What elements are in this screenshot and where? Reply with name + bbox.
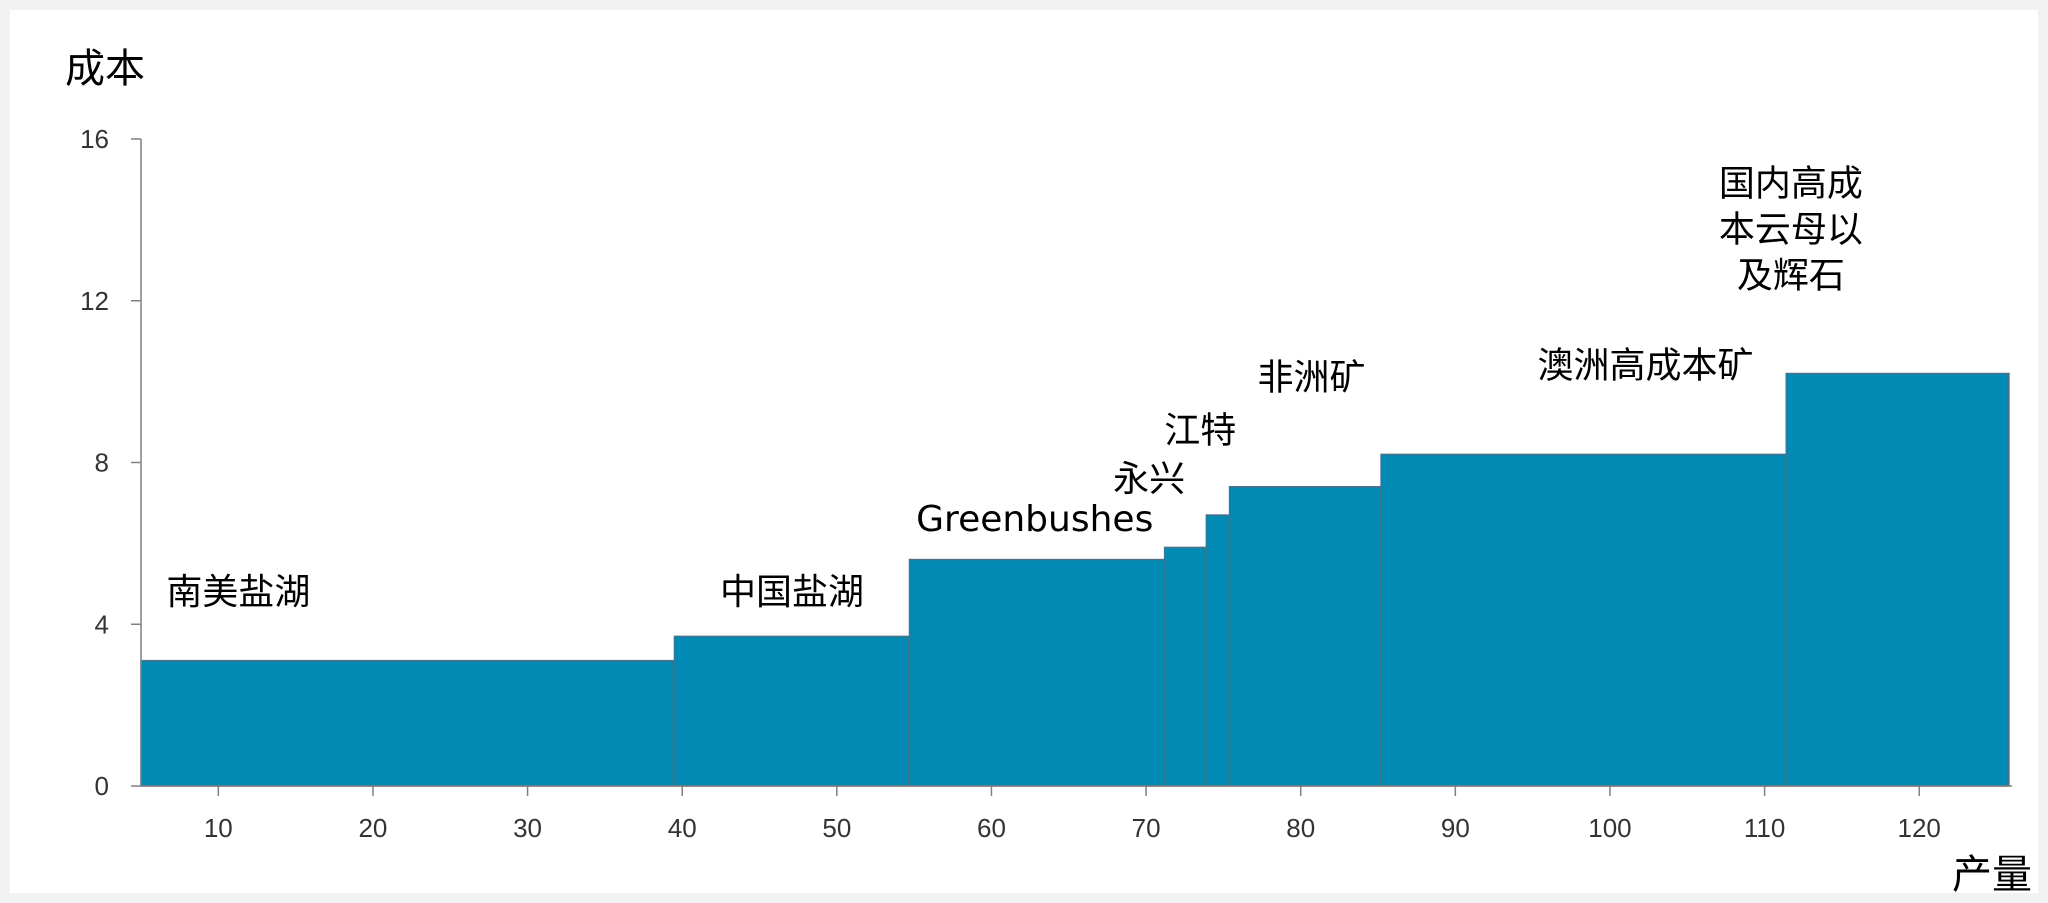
annotation-line: Greenbushes <box>916 499 1153 540</box>
bar-1 <box>140 659 676 787</box>
annotation-label: 江特 <box>1164 410 1236 451</box>
x-tick-label: 100 <box>1588 813 1631 843</box>
x-tick-label: 70 <box>1132 813 1161 843</box>
cost-curve-chart: 0 4 8 12 16 10 20 30 40 50 60 70 80 90 100 110 120 南美盐湖… <box>65 46 2032 893</box>
x-tick-label: 80 <box>1286 813 1315 843</box>
annotation-line: 中国盐湖 <box>720 572 864 613</box>
x-tick-label: 60 <box>977 813 1006 843</box>
annotation-line: 澳洲高成本矿 <box>1538 346 1754 387</box>
bar-3 <box>908 558 1166 787</box>
y-axis-title: 成本 <box>65 46 145 92</box>
bar-5 <box>1205 514 1231 787</box>
bar-2 <box>673 635 911 787</box>
annotation-line: 及辉石 <box>1737 256 1845 297</box>
y-tick-label: 8 <box>95 448 109 478</box>
annotation-line: 国内高成 <box>1719 164 1863 205</box>
x-tick-label: 120 <box>1898 813 1941 843</box>
annotation-line: 南美盐湖 <box>166 572 310 613</box>
x-tick-label: 110 <box>1744 813 1785 843</box>
annotation-label: Greenbushes <box>916 499 1153 540</box>
annotation-label: 南美盐湖 <box>166 572 310 613</box>
annotation-line: 永兴 <box>1113 459 1185 500</box>
y-tick-label: 16 <box>80 124 109 154</box>
x-tick-label: 20 <box>358 813 387 843</box>
annotation-label: 中国盐湖 <box>720 572 864 613</box>
y-ticks: 0 4 8 12 16 <box>80 124 141 801</box>
y-tick-label: 0 <box>95 771 109 801</box>
annotation-label: 国内高成本云母以及辉石 <box>1719 164 1863 297</box>
annotation-line: 非洲矿 <box>1258 358 1366 399</box>
annotation-line: 本云母以 <box>1719 210 1863 251</box>
annotation-label: 永兴 <box>1113 459 1185 500</box>
bar-6 <box>1228 486 1382 787</box>
x-tick-label: 10 <box>204 813 233 843</box>
x-tick-label: 40 <box>668 813 697 843</box>
bar-7 <box>1380 453 1787 787</box>
annotation-label: 澳洲高成本矿 <box>1538 346 1754 387</box>
bar-8 <box>1785 372 2010 787</box>
chart-area: 0 4 8 12 16 10 20 30 40 50 60 70 80 90 100 110 120 南美盐湖… <box>10 10 2038 893</box>
x-axis-title: 产量 <box>1952 852 2032 893</box>
annotation-label: 非洲矿 <box>1258 358 1366 399</box>
y-tick-label: 4 <box>95 609 109 639</box>
bars-group <box>140 372 2010 787</box>
annotation-line: 江特 <box>1164 410 1236 451</box>
y-tick-label: 12 <box>80 286 109 316</box>
x-ticks: 10 20 30 40 50 60 70 80 90 100 110 120 <box>204 786 1941 843</box>
x-tick-label: 30 <box>513 813 542 843</box>
x-tick-label: 50 <box>822 813 851 843</box>
bar-4 <box>1163 546 1208 787</box>
x-tick-label: 90 <box>1441 813 1470 843</box>
